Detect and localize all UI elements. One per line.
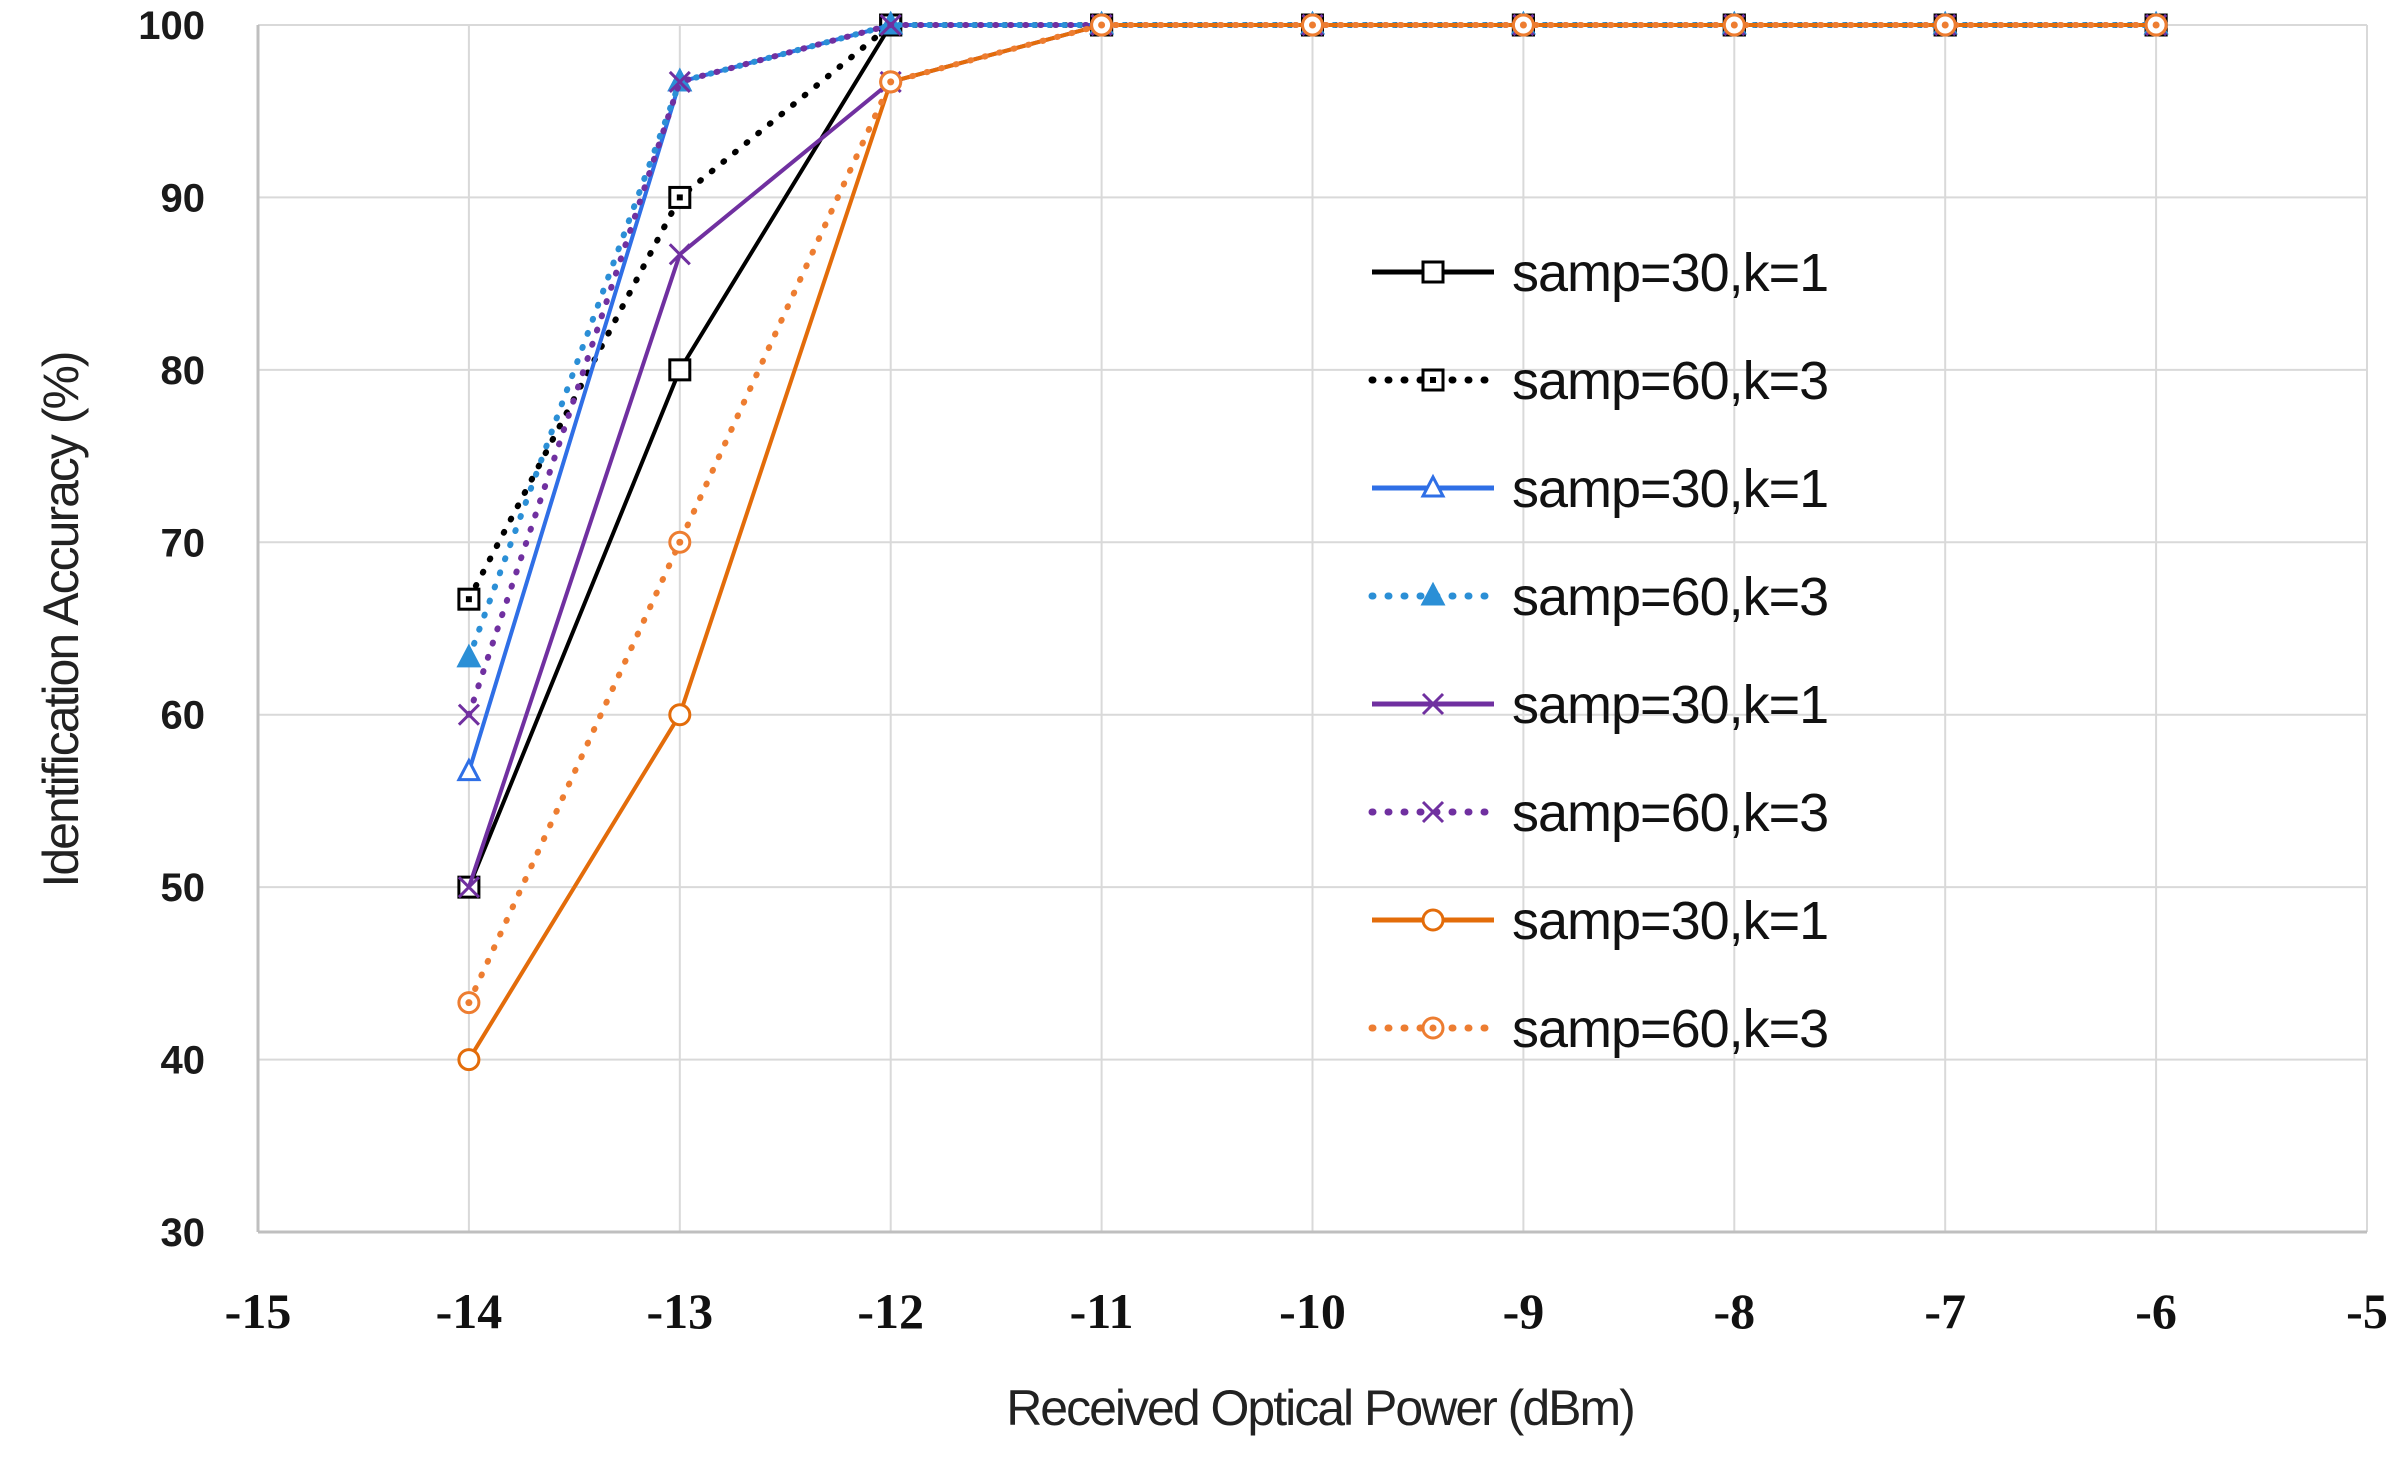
y-tick-label: 60 [161,694,206,738]
y-tick-label: 50 [161,866,206,910]
x-tick-label: -15 [225,1283,292,1339]
triangle-marker [456,643,482,668]
circle-marker-center [676,538,684,546]
legend-entry: samp=60,k=3 [1368,351,1829,411]
legend-label: samp=30,k=1 [1512,891,1828,951]
legend-label: samp=30,k=1 [1512,459,1828,519]
square-marker-center [1430,377,1436,383]
circle-marker [1421,908,1445,932]
x-marker-stroke [668,70,691,93]
x-tick-label: -14 [436,1283,503,1339]
x-marker-stroke [457,876,480,899]
legend-label: samp=60,k=3 [1512,999,1828,1059]
y-tick-label: 70 [161,521,206,565]
legend-entry: samp=30,k=1 [1372,891,1829,951]
x-marker-stroke [1421,692,1445,716]
legend-label: samp=60,k=3 [1512,567,1828,627]
circle-marker-center [2152,21,2160,29]
legend-label: samp=60,k=3 [1512,351,1828,411]
x-tick-label: -5 [2346,1283,2388,1339]
series-8 [457,13,2168,1015]
gridlines [258,24,2368,1232]
circle-marker-center [887,78,895,86]
circle-marker-center [465,999,473,1007]
legend-label: samp=30,k=1 [1512,675,1828,735]
y-tick-label: 40 [161,1039,206,1083]
circle-marker-center [1098,21,1106,29]
y-tick-label: 30 [161,1211,206,1255]
axes [256,25,2367,1234]
tick-labels: 30 40 50 60 70 80 90 100 -15 -14 -13 -12 -11 -10 -9 -8 -… [138,4,2388,1339]
legend-entry: samp=30,k=1 [1372,459,1829,519]
x-marker-stroke [879,13,902,37]
triangle-marker [1420,473,1446,498]
legend-entry: samp=30,k=1 [1372,243,1829,303]
circle-marker-center [1519,21,1527,29]
x-marker-stroke [668,243,691,266]
square-marker [668,358,692,382]
legend-label: samp=60,k=3 [1512,783,1828,843]
square-marker [1421,260,1445,284]
x-tick-label: -11 [1070,1283,1134,1339]
square-marker-center [676,194,683,201]
x-axis-title: Received Optical Power (dBm) [1006,1380,1634,1436]
y-tick-label: 80 [161,349,206,393]
triangle-marker [1420,581,1446,606]
legend-entry: samp=60,k=3 [1368,999,1829,1059]
legend-label: samp=30,k=1 [1512,243,1828,303]
y-tick-label: 90 [161,176,206,220]
circle-marker-center [1309,21,1316,29]
circle-marker-center [1429,1024,1437,1032]
x-tick-label: -7 [1924,1283,1966,1339]
x-tick-label: -10 [1279,1283,1346,1339]
circle-marker-center [1941,21,1949,29]
legend-entry: samp=30,k=1 [1372,675,1829,735]
x-marker-stroke [1421,800,1445,824]
legend-entry: samp=60,k=3 [1368,783,1829,843]
x-marker-stroke [457,703,480,726]
x-tick-label: -13 [646,1283,713,1339]
circle-marker-center [1730,21,1738,29]
legend-entry: samp=60,k=3 [1368,567,1829,627]
circle-marker [457,1048,481,1072]
x-tick-label: -12 [857,1283,924,1339]
x-tick-label: -9 [1503,1283,1545,1339]
y-tick-label: 100 [138,4,205,48]
series-lines [456,10,2169,1072]
triangle-marker [456,757,482,782]
square-marker-center [465,596,472,603]
x-tick-label: -8 [1713,1283,1755,1339]
legend: samp=30,k=1 samp=60,k=3 samp=30,k=1 samp=60… [1368,243,1829,1059]
x-tick-label: -6 [2135,1283,2177,1339]
y-axis-title: Identification Accuracy (%) [33,352,89,887]
circle-marker [668,703,692,727]
